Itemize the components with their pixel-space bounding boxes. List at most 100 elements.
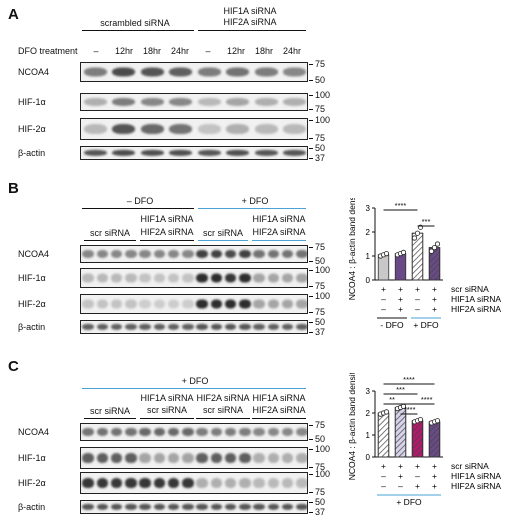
data-point [428,248,435,254]
treatment-sign: + [415,284,420,294]
treatment-sign: – [398,481,403,491]
blot-band [224,503,237,511]
blot-band [82,503,94,511]
treatment-sign: + [398,461,403,471]
blot-strip [80,447,308,469]
blot-band [296,323,307,331]
blot-band [281,299,294,309]
blot-band [125,323,137,331]
mw-marker: 50 [315,75,326,85]
panel-b-plus-dfo: + DFO [241,196,269,206]
blot-band [254,149,278,157]
data-point [431,244,438,251]
treatment-sign: + [398,304,403,314]
blot-band [167,273,180,283]
data-point [383,409,390,415]
blot-band [83,97,107,107]
blot-band [253,478,265,488]
blot-band [253,323,265,331]
treatment-row-label: scr siRNA [451,461,489,471]
panel-c-plus-dfo: + DFO [181,376,209,386]
blot-band [239,478,251,488]
timepoint-label: 12hr [226,46,245,56]
blot-band [196,478,208,488]
blot-row-label: β-actin [18,502,46,512]
blot-band [182,299,194,309]
panel-c-scr-c: scr siRNA [203,405,243,415]
treatment-row-label: HIF2A siRNA [451,304,501,314]
blot-band [153,453,166,463]
treatment-sign: – [381,481,386,491]
panel-c-hif1a-b: HIF1A siRNA [252,393,306,403]
mw-marker: 100 [315,291,331,301]
blot-band [125,273,137,283]
blot-band [267,249,280,259]
blot-row-label: β-actin [18,322,46,332]
blot-band [153,249,166,259]
blot-band [110,299,123,309]
blot-band [125,503,137,511]
blot-band [196,299,208,309]
blot-strip [80,118,308,140]
blot-band [182,323,194,331]
blot-band [296,478,307,488]
blot-band [96,299,109,309]
blot-band [96,478,109,488]
mw-marker: 75 [315,307,326,317]
blot-strip [80,146,308,160]
blot-band [267,273,280,283]
mw-marker: 75 [315,281,326,291]
blot-band [281,323,294,331]
blot-band [253,299,265,309]
group-label: + DFO [413,320,439,330]
blot-band [210,299,223,309]
blot-band [239,453,251,463]
blot-band [196,249,208,259]
blot-band [96,427,109,437]
blot-band [110,323,123,331]
blot-band [197,67,221,77]
mw-marker: 50 [315,434,326,444]
data-point [434,241,441,247]
timepoint-label: 18hr [142,46,161,56]
mw-marker: 75 [315,487,326,497]
blot-band [281,273,294,283]
blot-band [283,149,307,157]
blot-band [210,273,223,283]
blot-band [83,124,107,134]
blot-band [196,273,208,283]
blot-band [210,323,223,331]
mw-marker: 75 [315,420,326,430]
blot-band [182,453,194,463]
blot-strip [80,500,308,514]
blot-row-label: HIF-2α [18,478,46,488]
y-tick-label: 1 [366,431,371,440]
treatment-row-label: HIF2A siRNA [451,481,501,491]
blot-band [197,97,221,107]
blot-band [296,273,307,283]
blot-band [82,453,94,463]
blot-row-label: HIF-1α [18,97,46,107]
significance-label: **** [403,375,415,384]
blot-band [267,323,280,331]
treatment-sign: + [398,471,403,481]
blot-band [296,427,307,437]
significance-label: **** [404,405,416,414]
blot-band [167,323,180,331]
y-tick-label: 1 [366,252,371,261]
blot-band [139,427,151,437]
blot-band [125,299,137,309]
y-tick-label: 0 [366,276,371,285]
panel-b-minus-dfo: – DFO [126,196,154,206]
mw-marker: 37 [315,153,326,163]
blot-band [153,503,166,511]
blot-band [167,427,180,437]
y-tick-label: 3 [366,387,371,396]
panel-a-letter: A [8,6,19,23]
blot-band [96,249,109,259]
blot-band [210,427,223,437]
blot-row-label: NCOA4 [18,67,50,77]
bar-hatch [411,420,424,458]
blot-band [82,299,94,309]
panel-b-scr: scr siRNA [90,228,130,238]
